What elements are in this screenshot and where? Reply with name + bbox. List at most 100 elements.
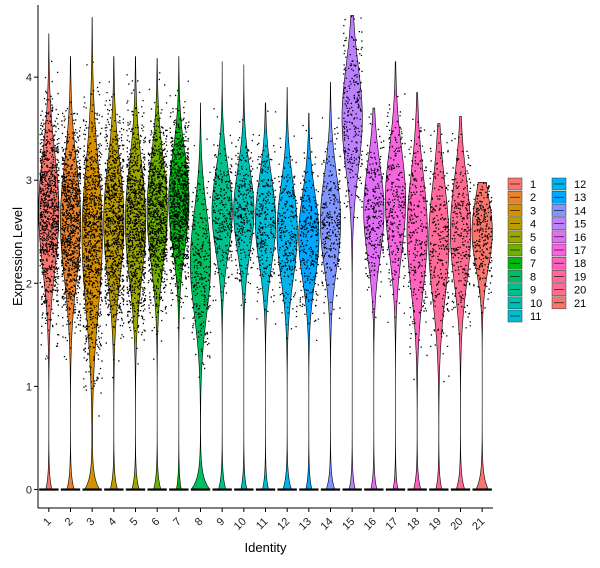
x-tick-label: 16 xyxy=(362,516,379,533)
legend-item-14: 14 xyxy=(551,204,586,217)
y-tick-label: 2 xyxy=(26,278,32,290)
x-tick-label: 1 xyxy=(41,516,54,529)
violin-cluster-17 xyxy=(385,61,407,491)
legend-item-8: 8 xyxy=(507,270,536,283)
violin-cluster-16 xyxy=(363,107,385,491)
violin-cluster-5 xyxy=(125,56,147,491)
jitter-points xyxy=(386,93,407,323)
jitter-points xyxy=(147,72,168,360)
jitter-points xyxy=(429,125,450,383)
x-tick-label: 20 xyxy=(448,516,465,533)
legend-item-17: 17 xyxy=(551,243,586,257)
y-tick-label: 3 xyxy=(26,175,32,187)
plot-area xyxy=(38,15,493,491)
zero-points xyxy=(385,488,406,491)
zero-points xyxy=(255,488,276,491)
jitter-points xyxy=(126,74,147,365)
violin-shape xyxy=(341,15,363,490)
x-tick-label: 21 xyxy=(470,516,487,533)
violin-shape xyxy=(363,107,385,490)
legend-item-13: 13 xyxy=(551,190,586,204)
jitter-points xyxy=(256,110,277,325)
legend-label: 20 xyxy=(574,285,586,297)
legend-item-3: 3 xyxy=(507,204,536,217)
legend-item-4: 4 xyxy=(507,217,536,231)
zero-points xyxy=(364,488,384,491)
zero-points xyxy=(407,488,427,491)
zero-points xyxy=(299,488,319,491)
violin-cluster-4 xyxy=(103,56,125,491)
jitter-points xyxy=(321,117,342,319)
jitter-points xyxy=(169,80,190,329)
legend-item-16: 16 xyxy=(551,230,586,244)
x-axis-title: Identity xyxy=(245,540,287,555)
legend-item-19: 19 xyxy=(551,270,586,283)
x-tick-label: 3 xyxy=(84,516,97,529)
legend-item-2: 2 xyxy=(507,190,536,204)
legend-item-10: 10 xyxy=(507,296,542,310)
legend-label: 11 xyxy=(530,311,541,323)
violin-cluster-7 xyxy=(168,56,190,491)
legend-item-11: 11 xyxy=(507,309,541,323)
violin-cluster-21 xyxy=(471,181,493,491)
legend-item-1: 1 xyxy=(507,177,536,191)
legend-label: 15 xyxy=(574,219,586,231)
zero-points xyxy=(125,488,146,491)
violin-shape xyxy=(146,58,168,490)
violin-cluster-2 xyxy=(60,56,82,491)
x-tick-label: 5 xyxy=(128,516,141,529)
legend-label: 7 xyxy=(530,258,536,270)
legend-label: 2 xyxy=(530,192,536,204)
legend-label: 1 xyxy=(530,179,536,191)
x-tick-label: 9 xyxy=(214,516,227,529)
legend-label: 17 xyxy=(574,245,586,257)
violin-cluster-6 xyxy=(146,58,168,491)
zero-points xyxy=(104,488,124,491)
y-axis: 0 1 2 3 4 xyxy=(26,5,39,508)
legend-label: 13 xyxy=(574,192,586,204)
violin-shape xyxy=(211,61,233,490)
jitter-points xyxy=(39,60,60,360)
violin-cluster-12 xyxy=(276,87,298,491)
jitter-points xyxy=(451,133,472,335)
legend-label: 16 xyxy=(574,232,586,244)
jitter-points xyxy=(212,108,233,302)
zero-points xyxy=(472,488,492,491)
x-tick-label: 4 xyxy=(106,516,119,529)
violin-shape xyxy=(385,61,406,490)
jitter-points xyxy=(61,101,82,360)
legend-label: 6 xyxy=(530,245,536,257)
jitter-points xyxy=(407,118,428,381)
legend-label: 18 xyxy=(574,258,586,270)
zero-points xyxy=(169,488,189,491)
x-tick-label: 13 xyxy=(297,516,314,533)
violin-cluster-13 xyxy=(298,112,320,491)
zero-points xyxy=(39,488,59,491)
zero-points xyxy=(320,488,341,491)
y-tick-label: 1 xyxy=(26,381,32,393)
y-tick-label: 4 xyxy=(26,72,32,84)
zero-points xyxy=(82,488,102,491)
violin-shape xyxy=(190,102,211,490)
zero-points xyxy=(342,488,362,491)
legend-item-15: 15 xyxy=(551,217,586,231)
legend-label: 12 xyxy=(574,179,586,191)
violin-cluster-18 xyxy=(406,92,428,491)
legend-item-5: 5 xyxy=(507,230,536,244)
violin-cluster-1 xyxy=(38,33,60,491)
legend-item-21: 21 xyxy=(551,296,586,310)
jitter-points xyxy=(104,81,125,379)
violin-cluster-20 xyxy=(450,116,472,491)
violin-shape xyxy=(428,123,450,490)
x-tick-label: 11 xyxy=(254,516,271,533)
violin-shape xyxy=(255,102,276,490)
violin-cluster-19 xyxy=(428,123,450,491)
zero-points xyxy=(450,488,471,491)
legend-item-12: 12 xyxy=(551,177,586,191)
jitter-points xyxy=(299,124,320,342)
x-tick-label: 8 xyxy=(193,516,206,529)
y-axis-title: Expression Level xyxy=(10,207,25,306)
x-tick-label: 7 xyxy=(171,516,184,529)
